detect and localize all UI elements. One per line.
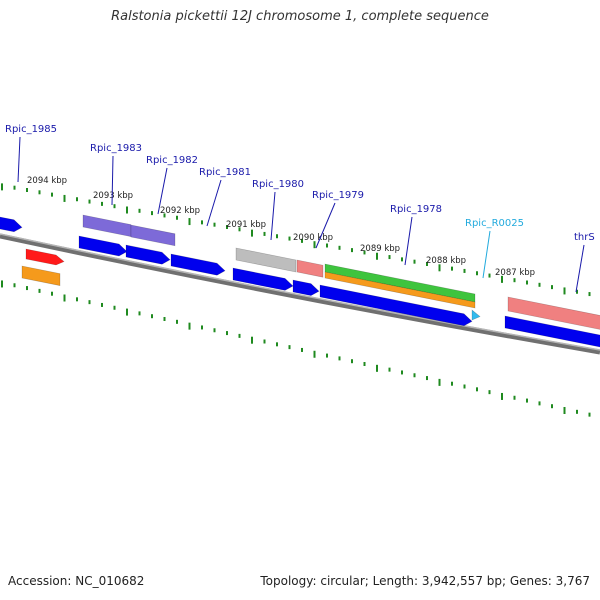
- feature-gene-1980: [235, 247, 297, 273]
- gene-label-leader: [17, 136, 21, 183]
- gene-label-leader: [404, 216, 413, 266]
- gene-label: thrS: [574, 232, 595, 243]
- gene-label-leader: [270, 191, 276, 241]
- gene-label: Rpic_1978: [390, 204, 442, 215]
- gene-label: Rpic_1982: [146, 155, 198, 166]
- gene-label: Rpic_1985: [5, 124, 57, 135]
- gene-label-leader: [482, 230, 491, 279]
- scale-label: 2092 kbp: [160, 206, 200, 216]
- chromosome-backbone-highlight: [0, 233, 600, 351]
- gene-label-leader: [575, 244, 585, 293]
- accession-text: Accession: NC_010682: [8, 574, 145, 588]
- gene-label-leader: [315, 202, 336, 249]
- feature-cds-1981: [170, 253, 226, 276]
- feature-gene-1985-red: [25, 248, 65, 266]
- feature-gene-1978-orange: [324, 271, 476, 309]
- gene-label: Rpic_1981: [199, 167, 251, 178]
- gene-label: Rpic_1980: [252, 179, 304, 190]
- feature-gene-1985-orange: [21, 265, 61, 286]
- feature-gene-1983: [82, 214, 132, 237]
- chromosome-backbone: [0, 233, 600, 355]
- scale-label: 2089 kbp: [360, 244, 400, 254]
- scale-label: 2088 kbp: [426, 256, 466, 266]
- gene-label-leader: [111, 155, 114, 206]
- feature-cds-1983: [78, 235, 128, 257]
- feature-cds-1979: [292, 279, 320, 296]
- feature-rrna-R0025: [471, 309, 481, 321]
- feature-cds-left-edge: [0, 216, 23, 233]
- gene-label: Rpic_1979: [312, 190, 364, 201]
- gene-label: Rpic_1983: [90, 143, 142, 154]
- feature-cds-1980: [232, 267, 294, 291]
- scale-label: 2087 kbp: [495, 268, 535, 278]
- scale-label: 2093 kbp: [93, 191, 133, 201]
- scale-label: 2090 kbp: [293, 233, 333, 243]
- gene-label-leader: [157, 167, 168, 215]
- topology-summary: Topology: circular; Length: 3,942,557 bp…: [260, 574, 590, 588]
- feature-gene-thrS: [507, 296, 600, 330]
- feature-gene-1982: [130, 224, 176, 247]
- feature-cds-1982: [125, 244, 171, 265]
- scale-label: 2094 kbp: [27, 176, 67, 186]
- map-title: Ralstonia pickettii 12J chromosome 1, co…: [111, 9, 489, 24]
- gene-label: Rpic_R0025: [465, 218, 524, 229]
- gene-label-leader: [206, 179, 222, 227]
- feature-cds-1978: [319, 284, 473, 327]
- feature-gene-1979: [296, 259, 324, 278]
- feature-cds-thrS: [504, 315, 600, 348]
- scale-label: 2091 kbp: [226, 220, 266, 230]
